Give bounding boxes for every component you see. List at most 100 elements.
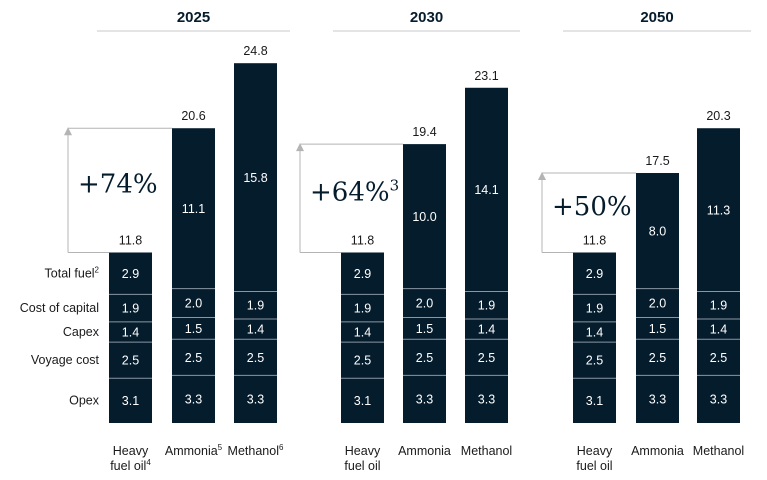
arrow-up-icon [64, 127, 72, 136]
segment-value-label: 1.4 [122, 325, 139, 339]
segment-value-label: 14.1 [474, 183, 498, 197]
premium-percent-label: +74% [78, 169, 158, 199]
bar-total-label: 11.8 [583, 233, 606, 247]
category-label: Heavy fuel oil4 [110, 444, 151, 473]
bar-segment [465, 291, 508, 319]
segment-value-label: 1.9 [247, 299, 264, 313]
bar-segment [403, 288, 446, 318]
bar-segment [341, 252, 384, 295]
segment-value-label: 2.9 [354, 267, 371, 281]
premium-percent-label: +64%3 [310, 176, 399, 207]
segment-label: Cost of capital [20, 301, 99, 315]
bar-segment [341, 342, 384, 379]
segment-value-label: 2.9 [122, 267, 139, 281]
bar-segment [465, 375, 508, 423]
bar-segment [172, 375, 215, 423]
bar-segment [636, 339, 679, 376]
category-label: Heavy fuel oil [344, 444, 381, 473]
category-label: Heavy fuel oil [576, 444, 613, 473]
segment-value-label: 1.9 [586, 302, 603, 316]
segment-value-label: 1.9 [710, 299, 727, 313]
segment-value-label: 2.5 [710, 351, 727, 365]
bar-segment [636, 317, 679, 340]
bar-segment [403, 339, 446, 376]
segment-value-label: 3.1 [354, 394, 371, 408]
bar-segment [573, 342, 616, 379]
bar-segment [697, 339, 740, 376]
segment-value-label: 2.5 [354, 354, 371, 368]
bar-segment [465, 339, 508, 376]
premium-percent-label: +50% [552, 192, 632, 222]
segment-value-label: 3.1 [586, 394, 603, 408]
segment-value-label: 2.5 [185, 351, 202, 365]
bar-segment [573, 378, 616, 423]
segment-value-label: 3.3 [416, 393, 433, 407]
segment-value-label: 10.0 [412, 210, 436, 224]
bar-segment [109, 252, 152, 295]
bar-segment [403, 375, 446, 423]
bar-segment [234, 318, 277, 340]
bar-segment [109, 321, 152, 343]
segment-value-label: 11.1 [182, 202, 205, 216]
segment-value-label: 1.5 [416, 322, 433, 336]
bar-segment [172, 288, 215, 318]
segment-value-label: 15.8 [243, 171, 267, 185]
segment-value-label: 2.5 [247, 351, 264, 365]
bar-segment [109, 294, 152, 322]
bar-segment [234, 375, 277, 423]
category-label: Methanol [693, 444, 744, 458]
segment-value-label: 2.5 [586, 354, 603, 368]
segment-value-label: 2.0 [416, 297, 433, 311]
bar-segment [341, 378, 384, 423]
bar-total-label: 20.3 [706, 109, 730, 123]
category-label: Ammonia [398, 444, 451, 458]
segment-value-label: 3.3 [478, 393, 495, 407]
bar-total-label: 17.5 [645, 154, 669, 168]
bar-segment [234, 63, 277, 292]
panel-title: 2050 [640, 9, 673, 26]
segment-value-label: 3.3 [247, 393, 264, 407]
segment-value-label: 2.0 [185, 297, 202, 311]
panel-title: 2025 [177, 9, 210, 26]
panel-title: 2030 [410, 9, 443, 26]
bar-segment [636, 288, 679, 318]
arrow-up-icon [538, 172, 546, 181]
bar-segment [341, 294, 384, 322]
bar-segment [403, 317, 446, 340]
bar-segment [172, 128, 215, 289]
bar-segment [465, 87, 508, 292]
segment-value-label: 2.5 [478, 351, 495, 365]
segment-value-label: 3.1 [122, 394, 139, 408]
panel-2025: 2025 3.1 2.5 1.4 1.9 2.9 11.8 Heavy fuel oil4 3.3… [64, 9, 290, 473]
panel-2050: 2050 3.1 2.5 1.4 1.9 2.9 11.8 Heavy fuel oil 3.3 2… [538, 9, 751, 473]
bar-segment [109, 342, 152, 379]
bar-segment [234, 339, 277, 376]
segment-value-label: 1.9 [354, 302, 371, 316]
bar-segment [172, 317, 215, 340]
segment-value-label: 1.4 [247, 323, 264, 337]
bar-segment [234, 291, 277, 319]
bar-segment [636, 173, 679, 289]
bar-segment [573, 321, 616, 343]
category-label: Ammonia [631, 444, 684, 458]
bar-segment [109, 378, 152, 423]
bar-total-label: 19.4 [412, 125, 436, 139]
segment-value-label: 2.9 [586, 267, 603, 281]
panel-2030: 2030 3.1 2.5 1.4 1.9 2.9 11.8 Heavy fuel oil 3.3 2… [296, 9, 520, 473]
bar-segment [573, 294, 616, 322]
bar-segment [403, 144, 446, 289]
segment-value-label: 8.0 [649, 224, 666, 238]
segment-value-label: 1.4 [354, 325, 371, 339]
segment-label: Voyage cost [31, 353, 100, 367]
segment-value-label: 1.4 [478, 323, 495, 337]
segment-value-label: 2.5 [416, 351, 433, 365]
segment-value-label: 2.5 [122, 354, 139, 368]
bar-segment [636, 375, 679, 423]
bar-segment [172, 339, 215, 376]
segment-value-label: 1.4 [586, 325, 603, 339]
category-label: Methanol [461, 444, 512, 458]
segment-value-label: 1.9 [478, 299, 495, 313]
segment-label: Opex [69, 394, 100, 408]
bar-segment [341, 321, 384, 343]
segment-value-label: 2.0 [649, 297, 666, 311]
